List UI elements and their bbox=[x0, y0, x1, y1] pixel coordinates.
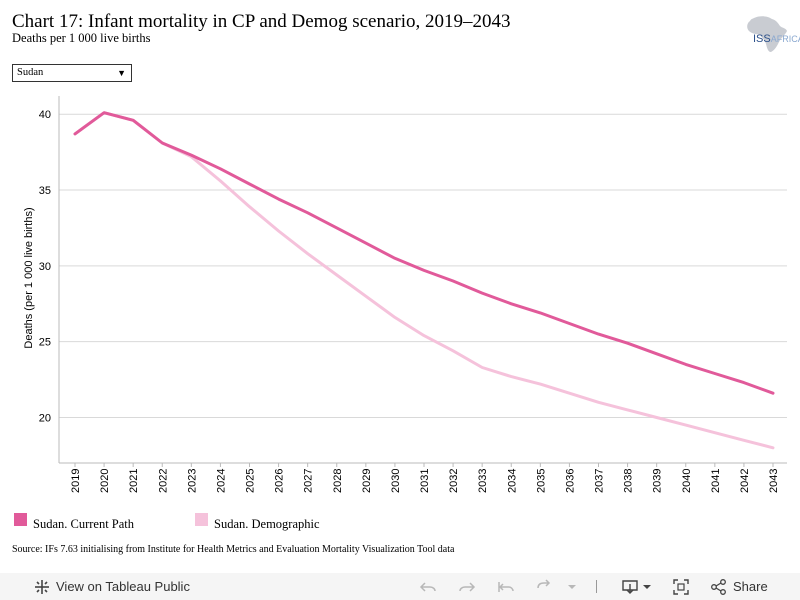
refresh-menu-chevron-icon[interactable] bbox=[563, 578, 581, 596]
redo-icon[interactable] bbox=[458, 578, 476, 596]
x-tick-label: 2034 bbox=[506, 469, 518, 493]
revert-icon[interactable] bbox=[497, 578, 515, 596]
legend-item-demographic[interactable]: Sudan. Demographic bbox=[195, 512, 365, 532]
x-tick-label: 2026 bbox=[274, 469, 286, 493]
tableau-logo-icon[interactable] bbox=[33, 578, 51, 596]
africa-map-logo-icon bbox=[747, 16, 787, 52]
series-line-current-path[interactable] bbox=[73, 111, 775, 395]
tableau-toolbar: View on Tableau Public Share bbox=[0, 573, 800, 600]
x-tick-label: 2043 bbox=[768, 469, 780, 493]
x-tick-label: 2041 bbox=[710, 469, 722, 493]
x-tick-label: 2021 bbox=[128, 469, 140, 493]
country-filter-dropdown[interactable]: Sudan ▼ bbox=[12, 64, 132, 82]
refresh-icon[interactable] bbox=[535, 578, 553, 596]
x-tick-label: 2042 bbox=[739, 469, 751, 493]
x-tick-label: 2037 bbox=[594, 469, 606, 493]
x-tick-label: 2033 bbox=[477, 469, 489, 493]
dropdown-arrow-icon[interactable]: ▼ bbox=[117, 68, 126, 78]
x-tick-label: 2035 bbox=[535, 469, 547, 493]
download-icon[interactable] bbox=[621, 578, 639, 596]
y-tick-labels: 20 25 30 35 40 bbox=[39, 109, 51, 424]
share-icon[interactable] bbox=[710, 578, 728, 596]
undo-icon[interactable] bbox=[419, 578, 437, 596]
country-filter-value: Sudan bbox=[17, 67, 44, 78]
legend-item-current-path[interactable]: Sudan. Current Path bbox=[14, 512, 184, 532]
x-tick-label: 2028 bbox=[332, 469, 344, 493]
x-tick-label: 2024 bbox=[215, 469, 227, 493]
y-tick-label: 30 bbox=[39, 261, 51, 273]
x-tick-label: 2027 bbox=[303, 469, 315, 493]
x-tick-label: 2022 bbox=[157, 469, 169, 493]
x-tick-label: 2040 bbox=[681, 469, 693, 493]
x-tick-label: 2031 bbox=[419, 469, 431, 493]
series-line-demographic[interactable] bbox=[73, 111, 775, 450]
x-tick-label: 2039 bbox=[652, 469, 664, 493]
fullscreen-icon[interactable] bbox=[672, 578, 690, 596]
x-tick-label: 2036 bbox=[564, 469, 576, 493]
x-tick-label: 2038 bbox=[623, 469, 635, 493]
y-tick-label: 40 bbox=[39, 109, 51, 121]
x-tick-label: 2032 bbox=[448, 469, 460, 493]
y-tick-label: 25 bbox=[39, 337, 51, 349]
logo-text: ISSAFRICA bbox=[753, 33, 800, 45]
y-tick-label: 35 bbox=[39, 185, 51, 197]
legend-label-current-path: Sudan. Current Path bbox=[33, 517, 135, 531]
source-note: Source: IFs 7.63 initialising from Insti… bbox=[12, 544, 455, 555]
series-lines bbox=[73, 111, 775, 450]
toolbar-separator bbox=[596, 580, 597, 593]
x-tick-label: 2023 bbox=[186, 469, 198, 493]
gridlines bbox=[59, 113, 787, 419]
chart-subtitle: Deaths per 1 000 live births bbox=[12, 31, 151, 45]
x-tick-labels: 2019 2020 2021 2022 2023 2024 2025 2026 2027 2028… bbox=[70, 463, 780, 493]
x-tick-label: 2020 bbox=[99, 469, 111, 493]
x-tick-label: 2025 bbox=[245, 469, 257, 493]
share-button[interactable]: Share bbox=[733, 579, 768, 594]
legend-label-demographic: Sudan. Demographic bbox=[214, 517, 320, 531]
y-axis-label: Deaths (per 1 000 live births) bbox=[23, 207, 35, 348]
y-tick-label: 20 bbox=[39, 413, 51, 425]
legend-swatch-current-path bbox=[14, 513, 27, 526]
x-tick-label: 2030 bbox=[390, 469, 402, 493]
x-tick-label: 2029 bbox=[361, 469, 373, 493]
view-on-tableau-link[interactable]: View on Tableau Public bbox=[56, 579, 190, 594]
legend-swatch-demographic bbox=[195, 513, 208, 526]
chart-title: Chart 17: Infant mortality in CP and Dem… bbox=[12, 11, 511, 32]
download-menu-chevron-icon[interactable] bbox=[638, 578, 656, 596]
x-tick-label: 2019 bbox=[70, 469, 82, 493]
